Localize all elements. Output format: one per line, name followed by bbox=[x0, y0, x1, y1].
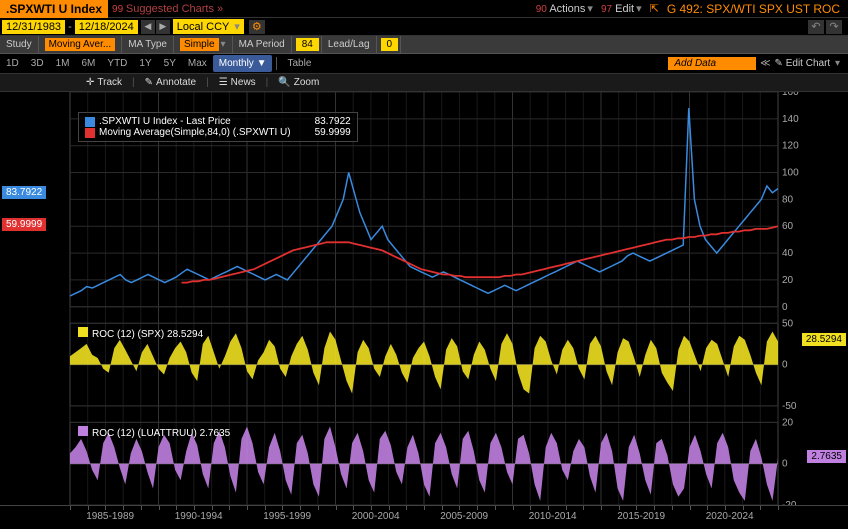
edit-button[interactable]: 97 Edit▾ bbox=[601, 2, 642, 15]
svg-text:40: 40 bbox=[782, 248, 794, 259]
svg-text:-50: -50 bbox=[782, 401, 797, 412]
timeframe-1m[interactable]: 1M bbox=[50, 55, 76, 72]
timeframe-row: 1D3D1M6MYTD1Y5YMaxMonthly ▼ Table Add Dat… bbox=[0, 54, 848, 74]
lead-lag-label: Lead/Lag bbox=[322, 36, 377, 53]
panel2-legend: ROC (12) (SPX) 28.5294 bbox=[78, 327, 203, 340]
study-label: Study bbox=[0, 36, 39, 53]
ma-type-select[interactable]: Simple▾ bbox=[174, 36, 233, 53]
x-axis: 1985-1989 1990-1994 1995-1999 2000-2004 2005… bbox=[0, 505, 848, 529]
top-bar: .SPXWTI U Index 99 Suggested Charts » 90… bbox=[0, 0, 848, 18]
svg-text:60: 60 bbox=[782, 221, 794, 232]
edit-chart-button[interactable]: ✎ Edit Chart ▾ bbox=[775, 58, 840, 69]
chart-toolbar: ✛ Track | ✎ Annotate | ☰ News | 🔍 Zoom bbox=[0, 74, 848, 92]
timeframe-6m[interactable]: 6M bbox=[76, 55, 102, 72]
rewind-icon[interactable]: ≪ bbox=[760, 58, 770, 69]
ma-period-label: MA Period bbox=[233, 36, 292, 53]
actions-button[interactable]: 90 Actions▾ bbox=[536, 2, 593, 15]
svg-text:20: 20 bbox=[782, 417, 794, 428]
zoom-button[interactable]: 🔍 Zoom bbox=[272, 75, 325, 90]
timeframe-ytd[interactable]: YTD bbox=[101, 55, 133, 72]
timeframe-1y[interactable]: 1Y bbox=[133, 55, 157, 72]
svg-text:140: 140 bbox=[782, 114, 799, 125]
xaxis-tick: 1995-1999 bbox=[263, 511, 311, 522]
date-prev-button[interactable]: ◀ bbox=[141, 20, 155, 34]
xaxis-tick: 2000-2004 bbox=[352, 511, 400, 522]
suggested-charts-link[interactable]: 99 Suggested Charts » bbox=[112, 3, 223, 15]
ticker-symbol[interactable]: .SPXWTI U Index bbox=[0, 0, 108, 18]
news-button[interactable]: ☰ News bbox=[213, 75, 262, 90]
track-button[interactable]: ✛ Track bbox=[80, 75, 128, 90]
timeframe-table[interactable]: Table bbox=[281, 55, 317, 72]
undo-icon[interactable]: ↶ bbox=[808, 20, 824, 34]
annotate-button[interactable]: ✎ Annotate bbox=[139, 75, 202, 90]
xaxis-tick: 2015-2019 bbox=[617, 511, 665, 522]
timeframe-1d[interactable]: 1D bbox=[0, 55, 25, 72]
add-data-input[interactable]: Add Data bbox=[668, 57, 756, 70]
settings-icon[interactable]: ⚙ bbox=[249, 20, 265, 34]
xaxis-tick: 2010-2014 bbox=[529, 511, 577, 522]
date-next-button[interactable]: ▶ bbox=[156, 20, 170, 34]
xaxis-tick: 2005-2009 bbox=[440, 511, 488, 522]
ma-type-label: MA Type bbox=[122, 36, 174, 53]
panel3-legend: ROC (12) (LUATTRUU) 2.7635 bbox=[78, 426, 230, 439]
svg-text:50: 50 bbox=[782, 318, 794, 329]
panel3-value-badge: 2.7635 bbox=[807, 450, 846, 463]
currency-select[interactable]: Local CCY ▾ bbox=[173, 19, 244, 34]
timeframe-monthly[interactable]: Monthly ▼ bbox=[213, 55, 273, 72]
export-icon[interactable]: ⇱ bbox=[650, 2, 659, 15]
panel1-price-badge: 83.7922 bbox=[2, 186, 46, 199]
svg-text:80: 80 bbox=[782, 194, 794, 205]
start-date-input[interactable]: 12/31/1983 bbox=[2, 20, 65, 34]
svg-text:160: 160 bbox=[782, 92, 799, 98]
panel1-ma-badge: 59.9999 bbox=[2, 218, 46, 231]
svg-text:100: 100 bbox=[782, 168, 799, 179]
panel1-legend: .SPXWTI U Index - Last Price83.7922Movin… bbox=[78, 112, 358, 142]
svg-text:0: 0 bbox=[782, 459, 788, 470]
xaxis-tick: 1985-1989 bbox=[86, 511, 134, 522]
date-row: 12/31/1983 - 12/18/2024 ◀ ▶ Local CCY ▾ … bbox=[0, 18, 848, 36]
panel2-value-badge: 28.5294 bbox=[802, 333, 846, 346]
page-title: G 492: SPX/WTI SPX UST ROC bbox=[667, 2, 840, 16]
lead-lag-input[interactable]: 0 bbox=[381, 38, 399, 51]
ma-period-input[interactable]: 84 bbox=[296, 38, 319, 51]
svg-text:0: 0 bbox=[782, 302, 788, 313]
study-row: Study Moving Aver... MA Type Simple▾ MA … bbox=[0, 36, 848, 54]
timeframe-3d[interactable]: 3D bbox=[25, 55, 50, 72]
timeframe-max[interactable]: Max bbox=[182, 55, 213, 72]
svg-text:20: 20 bbox=[782, 275, 794, 286]
redo-icon[interactable]: ↷ bbox=[826, 20, 842, 34]
svg-text:0: 0 bbox=[782, 360, 788, 371]
svg-text:120: 120 bbox=[782, 141, 799, 152]
timeframe-5y[interactable]: 5Y bbox=[158, 55, 182, 72]
study-select[interactable]: Moving Aver... bbox=[39, 36, 123, 53]
xaxis-tick: 1990-1994 bbox=[175, 511, 223, 522]
chart-area[interactable]: 020406080100120140160-50050-20020 .SPXWT… bbox=[0, 92, 848, 505]
end-date-input[interactable]: 12/18/2024 bbox=[75, 20, 138, 34]
xaxis-tick: 2020-2024 bbox=[706, 511, 754, 522]
